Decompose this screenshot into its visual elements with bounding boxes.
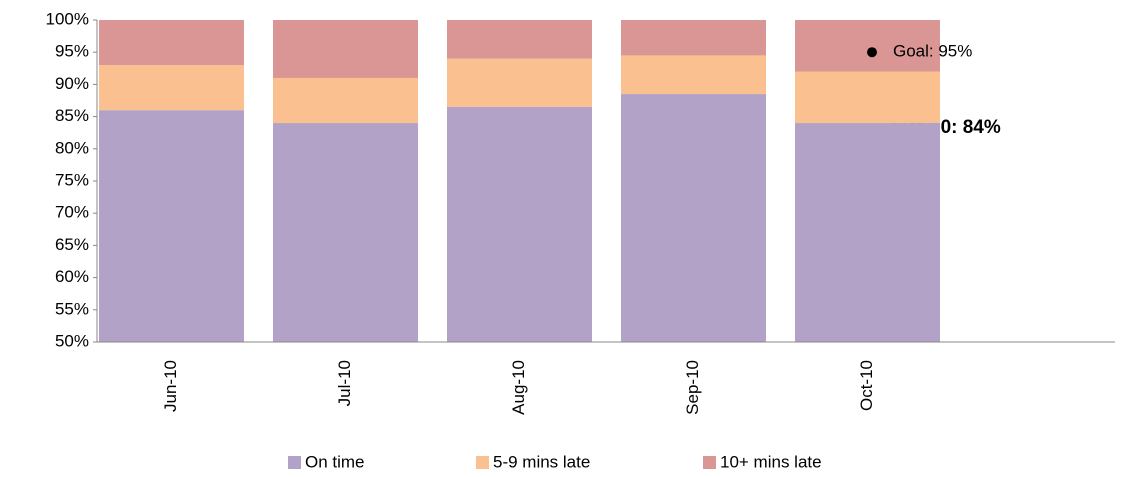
bar-segment [273,77,418,124]
bar-segment [447,58,592,107]
x-tick-label: Jul-10 [335,360,354,406]
bar-segment [795,71,940,124]
bar-segment [447,20,592,59]
y-tick-label: 90% [55,74,89,93]
bar-segment [273,123,418,342]
bar-segment [621,94,766,342]
legend-swatch [288,456,301,469]
x-tick-label: Aug-10 [509,360,528,415]
bar-segment [795,20,940,72]
bar-segment [99,20,244,66]
y-tick-label: 95% [55,42,89,61]
bar-segment [99,65,244,111]
y-tick-label: 75% [55,170,89,189]
bar-segment [621,55,766,95]
legend-label: 5-9 mins late [493,452,590,471]
bar-segment [447,106,592,342]
legend-label: On time [305,452,365,471]
y-tick-label: 55% [55,299,89,318]
y-tick-label: 50% [55,331,89,350]
bar-segment [99,110,244,342]
x-tick-label: Oct-10 [857,360,876,411]
goal-marker [867,47,877,58]
bar-segment [795,123,940,342]
legend-swatch [476,456,489,469]
legend-swatch [703,456,716,469]
x-tick-label: Sep-10 [683,360,702,415]
y-tick-label: 70% [55,203,89,222]
y-tick-label: 60% [55,267,89,286]
y-tick-label: 80% [55,138,89,157]
y-tick-label: 65% [55,235,89,254]
y-tick-label: 85% [55,106,89,125]
x-tick-label: Jun-10 [161,360,180,412]
goal-label: Goal: 95% [893,42,972,61]
bar-segment [273,20,418,78]
y-tick-label: 100% [46,9,89,28]
legend-label: 10+ mins late [720,452,822,471]
bar-segment [621,20,766,56]
